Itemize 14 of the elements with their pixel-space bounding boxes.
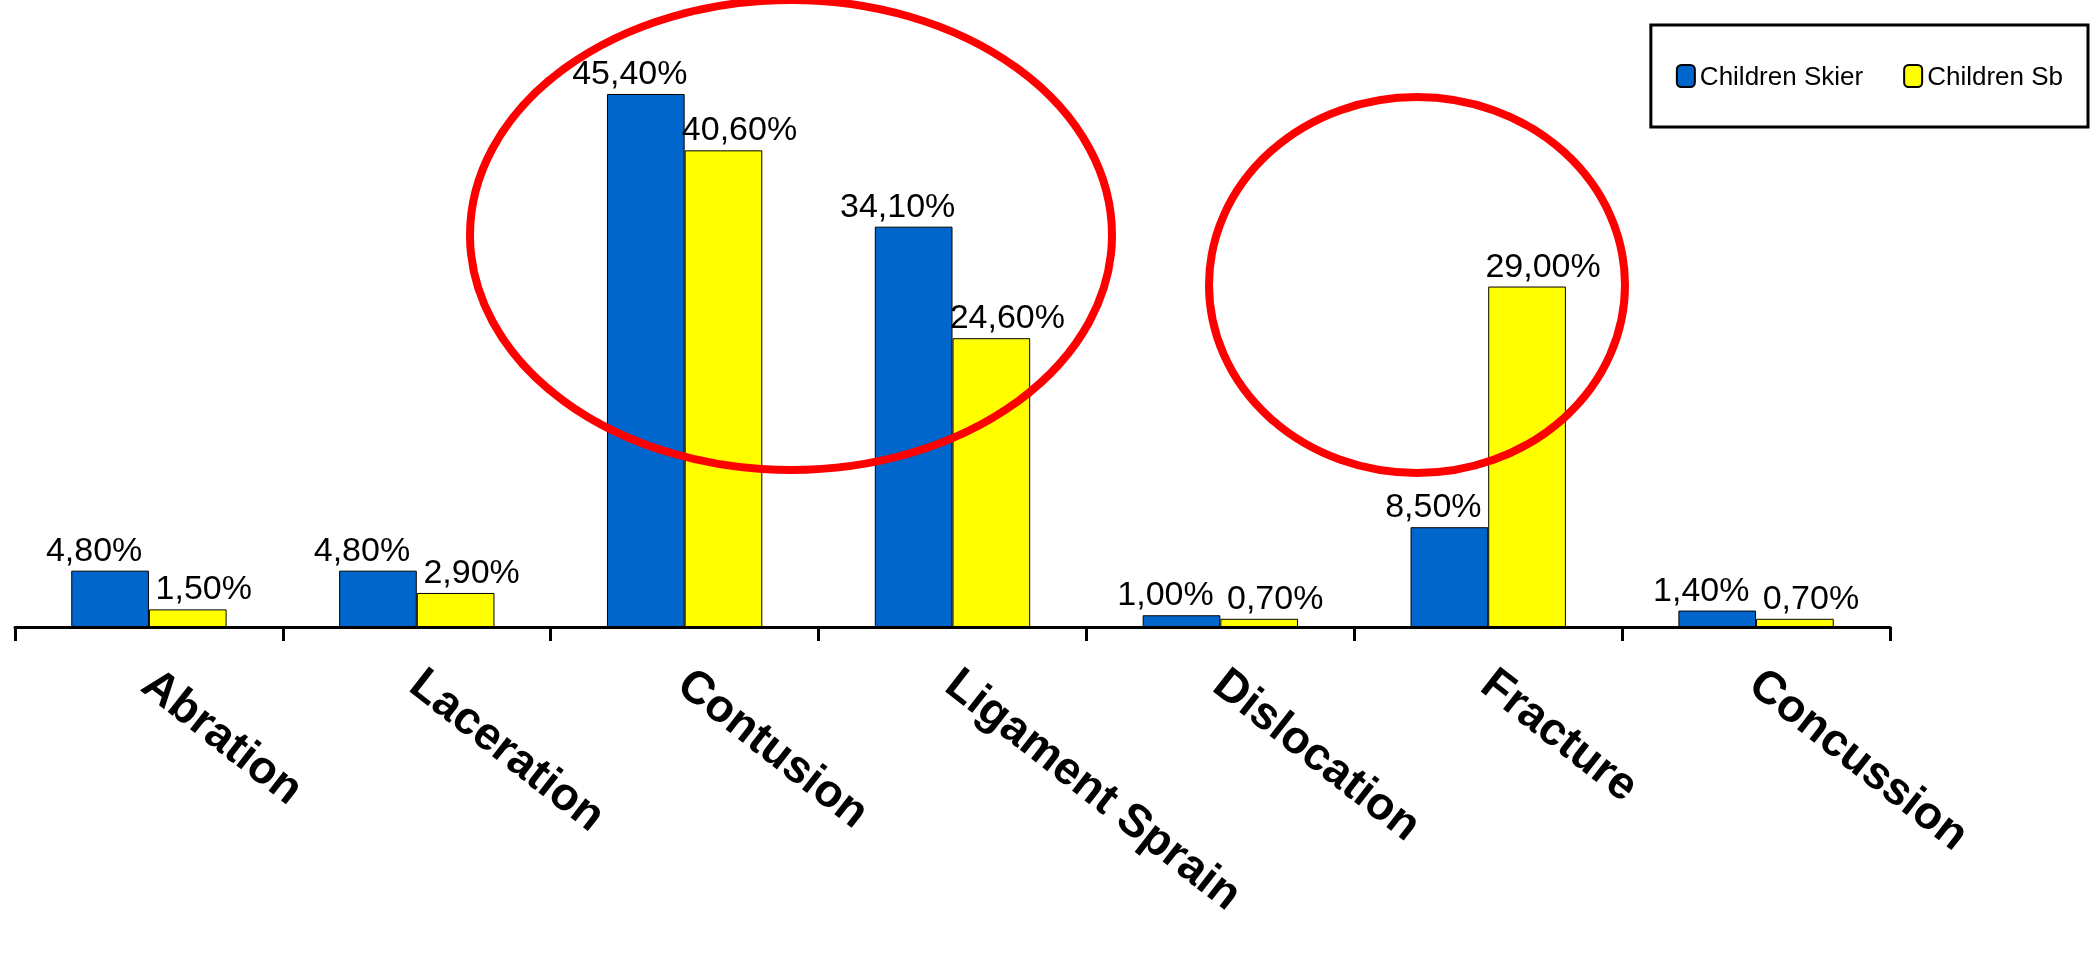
- data-label: 0,70%: [1226, 577, 1324, 616]
- data-label: 1,40%: [1653, 569, 1750, 608]
- data-label: 34,10%: [840, 185, 956, 224]
- data-label: 2,90%: [423, 551, 520, 590]
- data-label: 4,80%: [45, 529, 143, 568]
- data-label: 0,70%: [1762, 577, 1860, 616]
- legend-label: Children Sb: [1927, 61, 2064, 91]
- legend-label: Children Skier: [1699, 61, 1864, 91]
- data-label: 1,00%: [1117, 574, 1214, 613]
- data-label: 1,50%: [155, 568, 252, 607]
- data-label: 4,80%: [313, 529, 411, 568]
- data-label: 45,40%: [572, 53, 688, 91]
- data-label: 8,50%: [1385, 486, 1482, 525]
- data-label: 29,00%: [1485, 245, 1601, 284]
